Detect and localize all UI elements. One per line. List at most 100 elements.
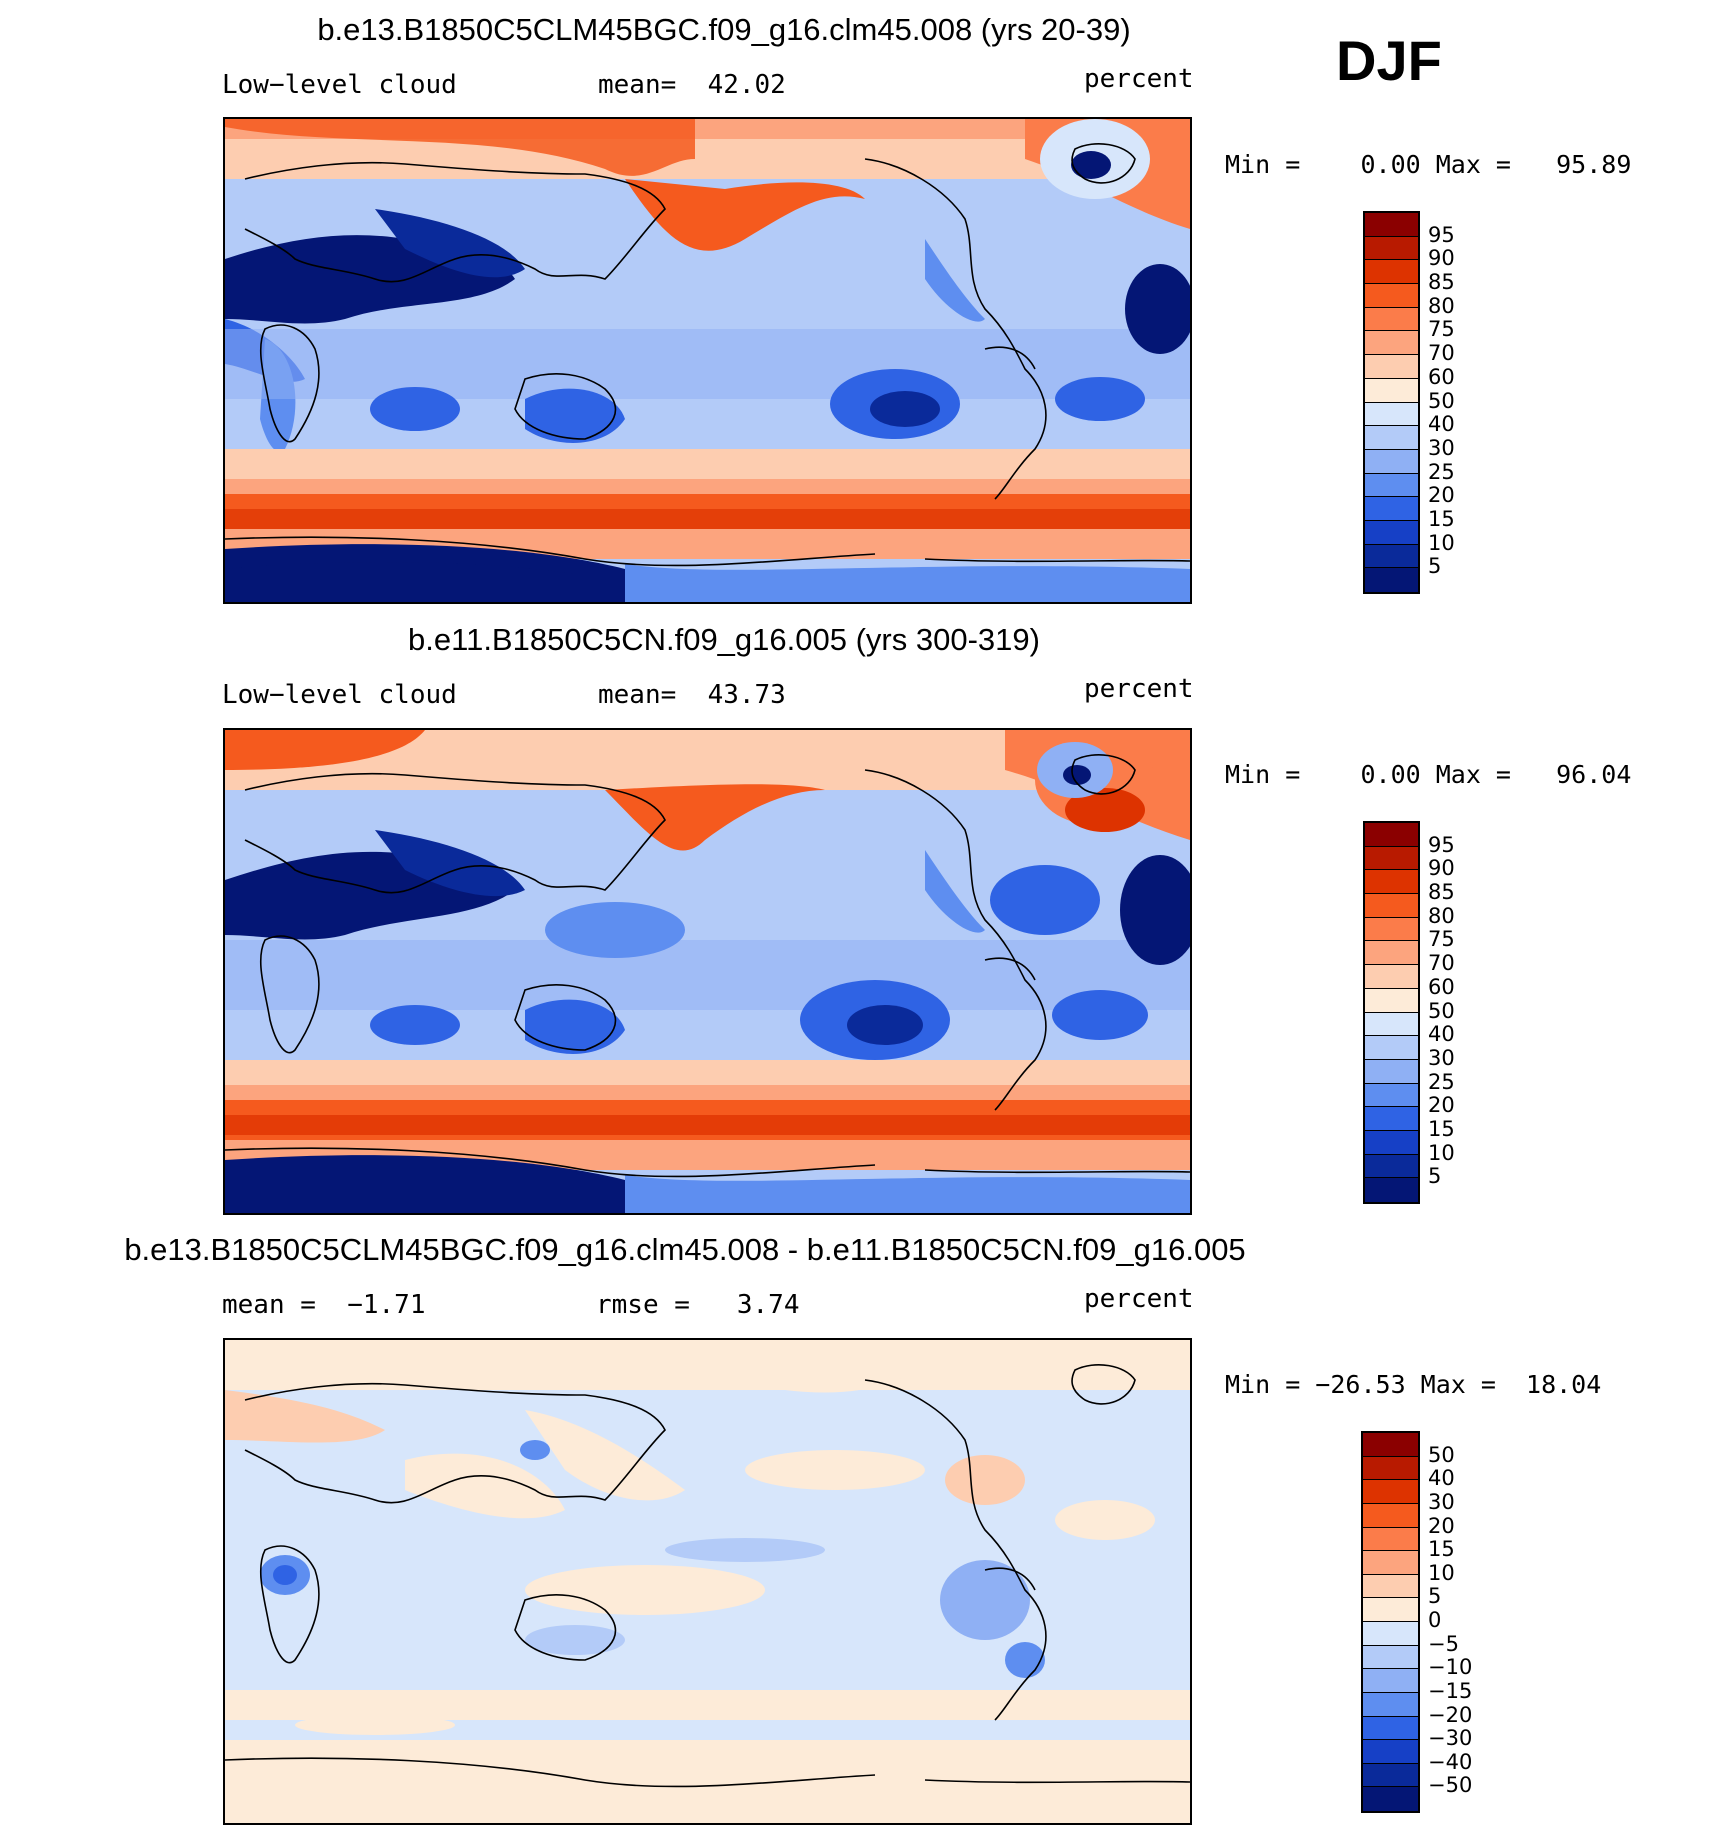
colorbar-tick-label: 75: [1428, 317, 1455, 342]
colorbar-swatch: [1363, 1574, 1418, 1599]
colorbar-tick-label: 50: [1428, 1442, 1455, 1467]
colorbar-swatch: [1365, 965, 1418, 989]
colorbar-swatch: [1365, 894, 1418, 918]
colorbar-tick-label: 10: [1428, 1560, 1455, 1585]
panel-1-variable-label: Low−level cloud: [222, 70, 457, 100]
panel-1-map: [223, 117, 1192, 604]
colorbar-swatch: [1365, 1036, 1418, 1060]
colorbar-tick-label: 30: [1428, 1489, 1455, 1514]
colorbar-swatch: [1365, 284, 1418, 308]
panel-1-colorbar: [1363, 211, 1420, 594]
panel-3-minmax: Min = −26.53 Max = 18.04: [1225, 1370, 1602, 1399]
colorbar-swatch: [1365, 213, 1418, 237]
colorbar-swatch: [1365, 1130, 1418, 1155]
panel-2-colorbar: [1363, 821, 1420, 1204]
panel-3-units: percent: [1084, 1284, 1194, 1314]
colorbar-swatch: [1365, 941, 1418, 966]
colorbar-swatch: [1365, 1083, 1418, 1108]
colorbar-swatch: [1365, 449, 1418, 474]
colorbar-tick-label: −20: [1428, 1702, 1473, 1727]
colorbar-swatch: [1363, 1716, 1418, 1741]
colorbar-swatch: [1365, 236, 1418, 261]
panel-1-units: percent: [1084, 64, 1194, 94]
colorbar-swatch: [1365, 497, 1418, 521]
colorbar-tick-label: 90: [1428, 246, 1455, 271]
panel-2-mean-label: mean= 43.73: [598, 680, 786, 710]
colorbar-tick-label: 60: [1428, 364, 1455, 389]
panel-3-map: [223, 1338, 1192, 1825]
colorbar-swatch: [1365, 260, 1418, 285]
colorbar-tick-label: 10: [1428, 530, 1455, 555]
panel-2-units: percent: [1084, 674, 1194, 704]
colorbar-swatch: [1365, 355, 1418, 379]
colorbar-swatch: [1363, 1456, 1418, 1481]
colorbar-swatch: [1363, 1503, 1418, 1528]
colorbar-tick-label: 15: [1428, 1537, 1455, 1562]
colorbar-swatch: [1365, 331, 1418, 356]
colorbar-swatch: [1365, 520, 1418, 545]
panel-3-rmse-label: rmse = 3.74: [596, 1290, 800, 1320]
colorbar-tick-label: 40: [1428, 1466, 1455, 1491]
colorbar-tick-label: 70: [1428, 341, 1455, 366]
colorbar-swatch: [1365, 846, 1418, 871]
colorbar-tick-label: 70: [1428, 951, 1455, 976]
colorbar-tick-label: 25: [1428, 1069, 1455, 1094]
panel-1-mean-label: mean= 42.02: [598, 70, 786, 100]
colorbar-tick-label: 50: [1428, 388, 1455, 413]
colorbar-swatch: [1365, 307, 1418, 332]
colorbar-tick-label: 5: [1428, 554, 1442, 579]
colorbar-tick-label: 50: [1428, 998, 1455, 1023]
colorbar-tick-label: 85: [1428, 880, 1455, 905]
colorbar-swatch: [1365, 473, 1418, 498]
colorbar-tick-label: 40: [1428, 1022, 1455, 1047]
colorbar-tick-label: −40: [1428, 1749, 1473, 1774]
colorbar-swatch: [1365, 544, 1418, 569]
colorbar-swatch: [1365, 426, 1418, 450]
colorbar-swatch: [1363, 1645, 1418, 1670]
colorbar-swatch: [1363, 1763, 1418, 1788]
colorbar-tick-label: 90: [1428, 856, 1455, 881]
panel-1-minmax: Min = 0.00 Max = 95.89: [1225, 150, 1632, 179]
panel-3-title: b.e13.B1850C5CLM45BGC.f09_g16.clm45.008 …: [124, 1232, 1246, 1267]
colorbar-tick-label: 20: [1428, 1093, 1455, 1118]
colorbar-tick-label: 75: [1428, 927, 1455, 952]
colorbar-swatch: [1363, 1692, 1418, 1717]
panel-3-colorbar: [1361, 1431, 1420, 1813]
colorbar-tick-label: 20: [1428, 483, 1455, 508]
colorbar-swatch: [1365, 402, 1418, 427]
colorbar-tick-label: 80: [1428, 903, 1455, 928]
colorbar-swatch: [1365, 1012, 1418, 1037]
colorbar-swatch: [1363, 1433, 1418, 1457]
colorbar-tick-label: 15: [1428, 506, 1455, 531]
colorbar-tick-label: 40: [1428, 412, 1455, 437]
colorbar-tick-label: −10: [1428, 1655, 1473, 1680]
panel-2-title: b.e11.B1850C5CN.f09_g16.005 (yrs 300-319…: [408, 622, 1040, 657]
colorbar-swatch: [1365, 870, 1418, 895]
colorbar-tick-label: 95: [1428, 222, 1455, 247]
colorbar-tick-label: 85: [1428, 270, 1455, 295]
colorbar-tick-label: 30: [1428, 1045, 1455, 1070]
colorbar-swatch: [1363, 1622, 1418, 1646]
colorbar-swatch: [1365, 378, 1418, 403]
colorbar-tick-label: −30: [1428, 1726, 1473, 1751]
colorbar-swatch: [1365, 1154, 1418, 1179]
colorbar-swatch: [1363, 1740, 1418, 1764]
colorbar-swatch: [1363, 1527, 1418, 1552]
colorbar-swatch: [1365, 823, 1418, 847]
colorbar-tick-label: −50: [1428, 1773, 1473, 1798]
colorbar-swatch: [1363, 1551, 1418, 1575]
panel-2-variable-label: Low−level cloud: [222, 680, 457, 710]
colorbar-swatch: [1363, 1669, 1418, 1693]
panel-1-title: b.e13.B1850C5CLM45BGC.f09_g16.clm45.008 …: [317, 12, 1131, 47]
colorbar-tick-label: 0: [1428, 1608, 1442, 1632]
colorbar-swatch: [1365, 917, 1418, 942]
panel-2-minmax: Min = 0.00 Max = 96.04: [1225, 760, 1632, 789]
colorbar-swatch: [1365, 1107, 1418, 1131]
colorbar-swatch: [1363, 1480, 1418, 1504]
season-label: DJF: [1336, 29, 1442, 92]
colorbar-swatch: [1365, 568, 1418, 592]
colorbar-tick-label: 5: [1428, 1164, 1442, 1189]
panel-3-mean-label: mean = −1.71: [222, 1290, 426, 1320]
colorbar-swatch: [1363, 1598, 1418, 1622]
colorbar-tick-label: 25: [1428, 459, 1455, 484]
